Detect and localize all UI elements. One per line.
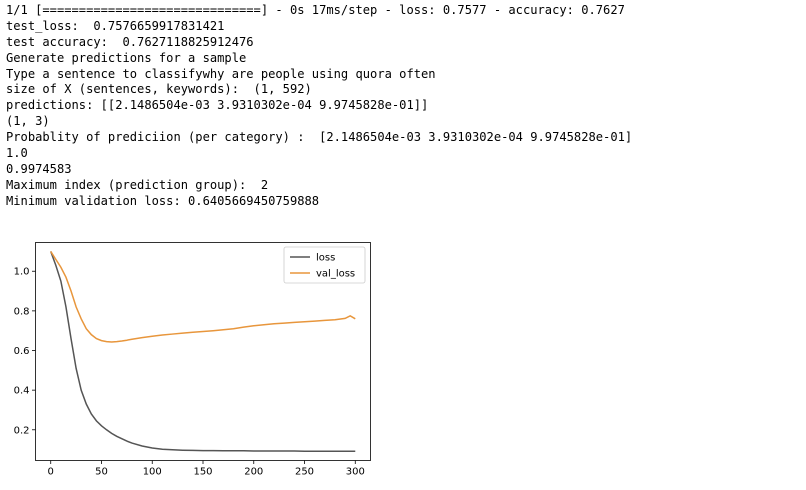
- output-line: size of X (sentences, keywords): (1, 592…: [6, 82, 312, 97]
- output-line: 0.9974583: [6, 161, 72, 176]
- output-line: (1, 3): [6, 114, 50, 129]
- x-tick-label: 100: [143, 467, 162, 478]
- series-line-loss: [50, 251, 356, 452]
- legend-label-loss: loss: [316, 253, 335, 264]
- output-line: test_loss: 0.7576659917831421: [6, 18, 225, 33]
- output-line: test accuracy: 0.7627118825912476: [6, 34, 254, 49]
- y-tick-label: 0.8: [14, 306, 30, 317]
- x-tick-label: 300: [346, 467, 365, 478]
- legend: loss val_loss: [283, 246, 366, 284]
- x-axis-ticks: 0 50 100 150 200 250 300: [48, 460, 365, 478]
- series-line-val_loss: [50, 251, 356, 343]
- x-tick-label: 50: [95, 467, 108, 478]
- y-tick-label: 1.0: [14, 267, 30, 278]
- x-tick-label: 150: [193, 467, 212, 478]
- output-line: Minimum validation loss: 0.6405669450759…: [6, 193, 320, 208]
- y-tick-label: 0.4: [14, 386, 30, 397]
- output-line: 1/1 [==============================] - 0…: [6, 3, 625, 17]
- output-line: Maximum index (prediction group): 2: [6, 177, 269, 192]
- output-line: predictions: [[2.1486504e-03 3.9310302e-…: [6, 98, 429, 113]
- x-tick-label: 250: [295, 467, 314, 478]
- x-tick-label: 0: [48, 467, 54, 478]
- output-line: Type a sentence to classifywhy are peopl…: [6, 66, 436, 81]
- cell-output-text: 1/1 [==============================] - 0…: [6, 3, 632, 210]
- output-line: Probablity of prediciion (per category) …: [6, 130, 633, 145]
- series-lines: [50, 251, 356, 452]
- x-tick-label: 200: [244, 467, 263, 478]
- y-tick-label: 0.6: [14, 346, 30, 357]
- legend-label-val_loss: val_loss: [316, 269, 355, 280]
- loss-chart: 0 50 100 150 200 250 300 0.2 0.4 0.6 0.8 1.0 loss v…: [14, 242, 371, 478]
- output-line: Generate predictions for a sample: [6, 50, 247, 65]
- y-axis-ticks: 0.2 0.4 0.6 0.8 1.0: [14, 267, 36, 436]
- y-tick-label: 0.2: [14, 425, 30, 436]
- legend-box: [283, 246, 366, 284]
- output-line: 1.0: [6, 146, 28, 161]
